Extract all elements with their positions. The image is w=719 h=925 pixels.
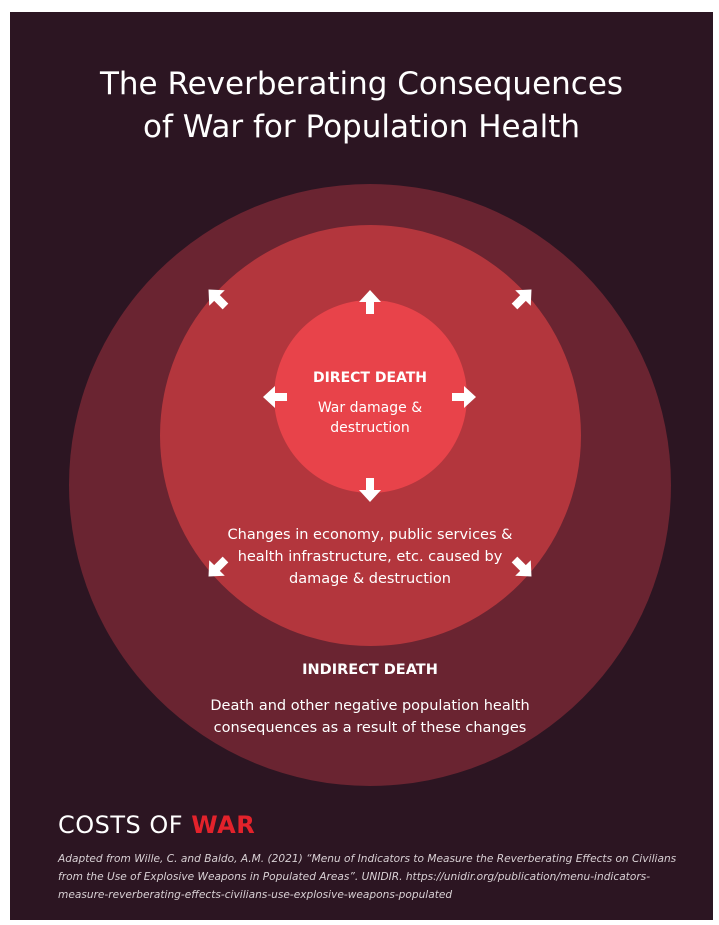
source-citation: Adapted from Wille, C. and Baldo, A.M. (… — [58, 853, 677, 901]
title-line-1: The Reverberating Consequences — [99, 66, 624, 102]
costs-of-war-logo: COSTS OF WAR — [58, 811, 255, 839]
arrow-down-left-icon — [208, 556, 229, 577]
direct-death-heading: DIRECT DEATH — [312, 370, 428, 386]
indirect-death-heading: INDIRECT DEATH — [302, 662, 438, 678]
arrow-down-right-icon — [511, 556, 532, 577]
direct-death-description: War damage & destruction — [317, 400, 423, 436]
arrow-up-left-icon — [208, 289, 229, 310]
arrow-down-icon — [359, 478, 381, 502]
brand-text: COSTS OF — [58, 811, 192, 839]
infographic-poster: The Reverberating Consequences of War fo… — [10, 12, 713, 920]
indirect-death-description: Death and other negative population heal… — [210, 698, 530, 736]
changes-description: Changes in economy, public services & he… — [227, 527, 513, 587]
title-line-2: of War for Population Health — [143, 109, 580, 145]
arrow-up-icon — [359, 290, 381, 314]
arrow-right-icon — [452, 386, 476, 408]
brand-accent-text: WAR — [191, 811, 256, 839]
direct-death-circle — [274, 300, 467, 493]
arrow-up-right-icon — [511, 289, 532, 310]
arrow-left-icon — [263, 386, 287, 408]
